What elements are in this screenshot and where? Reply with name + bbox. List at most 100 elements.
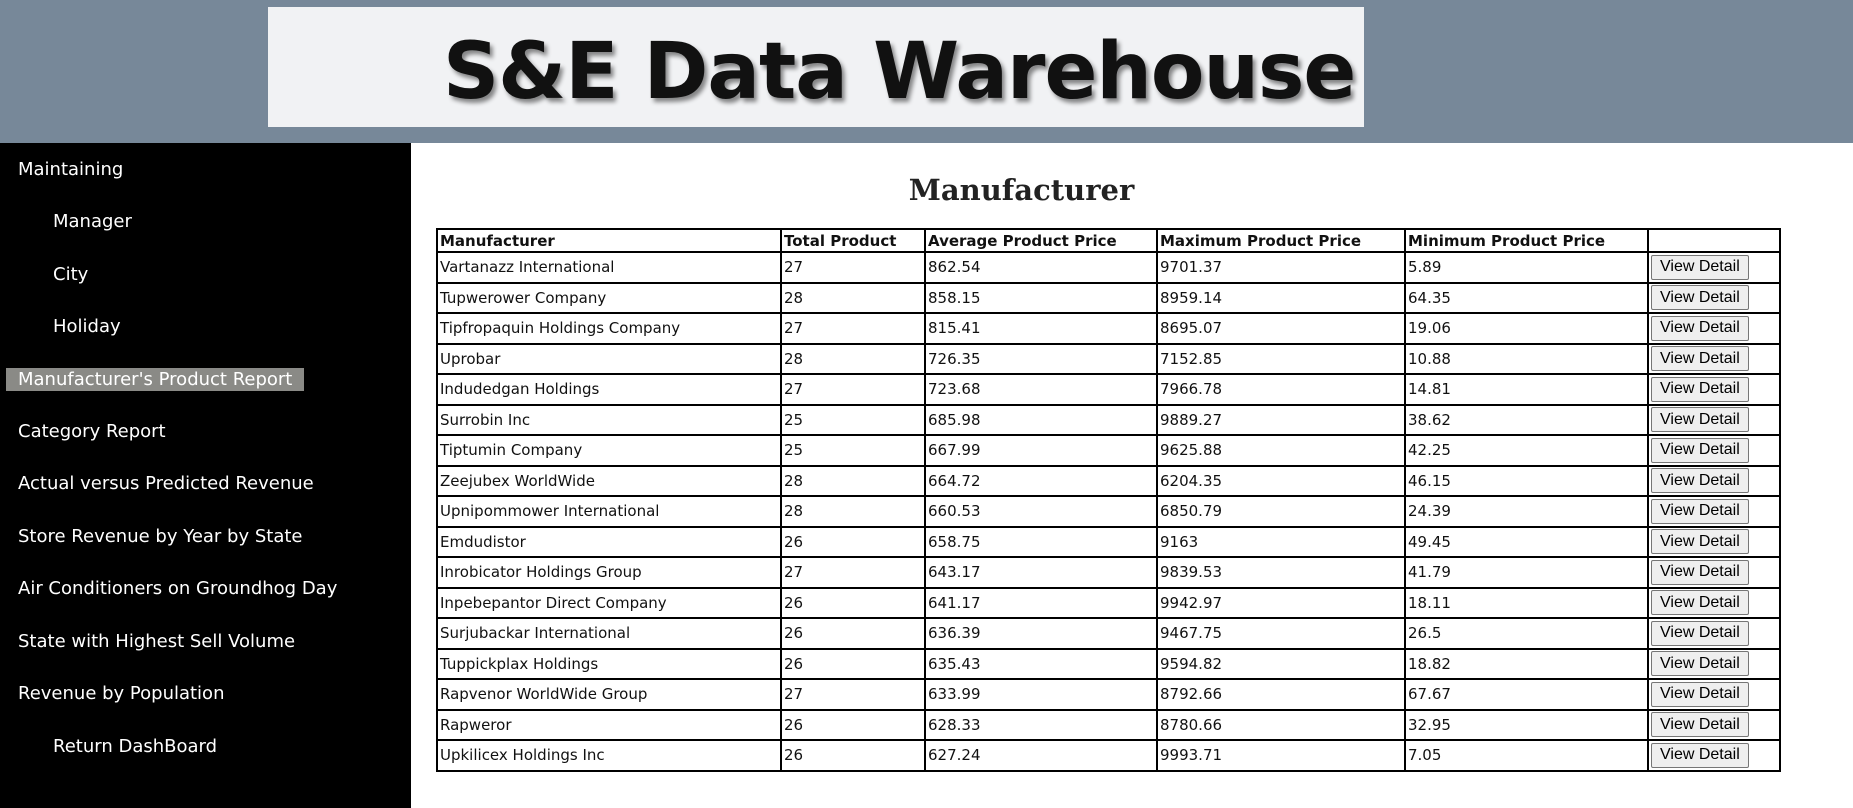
cell-average-price: 633.99	[924, 678, 1158, 711]
cell-total-product: 28	[780, 495, 926, 528]
sidebar-item-manager[interactable]: Manager	[53, 211, 132, 232]
sidebar-item-actual-vs-predicted-revenue[interactable]: Actual versus Predicted Revenue	[18, 473, 314, 494]
main-content: Manufacturer Manufacturer Total Product …	[411, 143, 1853, 808]
cell-minimum-price: 32.95	[1404, 708, 1649, 741]
sidebar-item-manufacturers-product-report[interactable]: Manufacturer's Product Report	[6, 368, 305, 391]
table-row: Upnipommower International 28 660.53 6850.7…	[436, 495, 1781, 528]
cell-minimum-price: 46.15	[1404, 464, 1649, 497]
manufacturer-table: Manufacturer Total Product Average Produ…	[436, 228, 1781, 772]
cell-minimum-price: 64.35	[1404, 281, 1649, 314]
table-row: Uprobar 28 726.35 7152.85 10.88 View Detail	[436, 342, 1781, 375]
view-detail-button[interactable]: View Detail	[1651, 285, 1749, 311]
cell-maximum-price: 6850.79	[1156, 495, 1406, 528]
cell-minimum-price: 41.79	[1404, 556, 1649, 589]
cell-actions: View Detail	[1647, 647, 1781, 680]
cell-actions: View Detail	[1647, 708, 1781, 741]
banner-title: S&E Data Warehouse	[443, 27, 1356, 117]
cell-minimum-price: 24.39	[1404, 495, 1649, 528]
table-header-row: Manufacturer Total Product Average Produ…	[436, 228, 1781, 253]
cell-total-product: 25	[780, 434, 926, 467]
view-detail-button[interactable]: View Detail	[1651, 437, 1749, 463]
cell-actions: View Detail	[1647, 373, 1781, 406]
sidebar-item-state-highest-sell-volume[interactable]: State with Highest Sell Volume	[18, 631, 296, 652]
cell-maximum-price: 9163	[1156, 525, 1406, 558]
cell-total-product: 25	[780, 403, 926, 436]
view-detail-button[interactable]: View Detail	[1651, 315, 1749, 341]
cell-maximum-price: 7966.78	[1156, 373, 1406, 406]
sidebar-item-revenue-by-population[interactable]: Revenue by Population	[18, 683, 225, 704]
cell-maximum-price: 9942.97	[1156, 586, 1406, 619]
view-detail-button[interactable]: View Detail	[1651, 651, 1749, 677]
cell-total-product: 28	[780, 464, 926, 497]
cell-average-price: 685.98	[924, 403, 1158, 436]
view-detail-button[interactable]: View Detail	[1651, 742, 1749, 768]
table-row: Inpebepantor Direct Company 26 641.17 9942.…	[436, 586, 1781, 619]
cell-actions: View Detail	[1647, 495, 1781, 528]
cell-maximum-price: 8959.14	[1156, 281, 1406, 314]
cell-total-product: 26	[780, 708, 926, 741]
cell-maximum-price: 6204.35	[1156, 464, 1406, 497]
cell-minimum-price: 18.82	[1404, 647, 1649, 680]
cell-total-product: 26	[780, 647, 926, 680]
cell-manufacturer: Rapweror	[436, 708, 782, 741]
cell-actions: View Detail	[1647, 342, 1781, 375]
table-row: Zeejubex WorldWide 28 664.72 6204.35 46.15 Vi…	[436, 464, 1781, 497]
view-detail-button[interactable]: View Detail	[1651, 529, 1749, 555]
cell-average-price: 627.24	[924, 739, 1158, 772]
cell-actions: View Detail	[1647, 434, 1781, 467]
table-row: Inrobicator Holdings Group 27 643.17 9839.5…	[436, 556, 1781, 589]
view-detail-button[interactable]: View Detail	[1651, 376, 1749, 402]
cell-manufacturer: Upnipommower International	[436, 495, 782, 528]
cell-average-price: 660.53	[924, 495, 1158, 528]
cell-minimum-price: 5.89	[1404, 251, 1649, 284]
cell-total-product: 27	[780, 373, 926, 406]
cell-maximum-price: 9839.53	[1156, 556, 1406, 589]
table-row: Rapvenor WorldWide Group 27 633.99 8792.66 6…	[436, 678, 1781, 711]
sidebar-item-city[interactable]: City	[53, 264, 89, 285]
cell-manufacturer: Zeejubex WorldWide	[436, 464, 782, 497]
cell-minimum-price: 26.5	[1404, 617, 1649, 650]
view-detail-button[interactable]: View Detail	[1651, 468, 1749, 494]
cell-minimum-price: 14.81	[1404, 373, 1649, 406]
cell-maximum-price: 9625.88	[1156, 434, 1406, 467]
cell-total-product: 26	[780, 617, 926, 650]
table-row: Vartanazz International 27 862.54 9701.37 5.…	[436, 251, 1781, 284]
view-detail-button[interactable]: View Detail	[1651, 559, 1749, 585]
view-detail-button[interactable]: View Detail	[1651, 620, 1749, 646]
table-row: Surrobin Inc 25 685.98 9889.27 38.62 View Det…	[436, 403, 1781, 436]
view-detail-button[interactable]: View Detail	[1651, 346, 1749, 372]
view-detail-button[interactable]: View Detail	[1651, 407, 1749, 433]
cell-total-product: 27	[780, 312, 926, 345]
table-row: Tiptumin Company 25 667.99 9625.88 42.25 View…	[436, 434, 1781, 467]
view-detail-button[interactable]: View Detail	[1651, 498, 1749, 524]
cell-total-product: 28	[780, 281, 926, 314]
cell-manufacturer: Surjubackar International	[436, 617, 782, 650]
sidebar-item-store-revenue-by-year-by-state[interactable]: Store Revenue by Year by State	[18, 526, 303, 547]
column-header-minimum-price: Minimum Product Price	[1404, 228, 1649, 253]
cell-minimum-price: 38.62	[1404, 403, 1649, 436]
cell-total-product: 26	[780, 586, 926, 619]
cell-average-price: 815.41	[924, 312, 1158, 345]
view-detail-button[interactable]: View Detail	[1651, 254, 1749, 280]
cell-average-price: 664.72	[924, 464, 1158, 497]
view-detail-button[interactable]: View Detail	[1651, 681, 1749, 707]
cell-maximum-price: 9993.71	[1156, 739, 1406, 772]
sidebar-item-holiday[interactable]: Holiday	[53, 316, 121, 337]
cell-minimum-price: 42.25	[1404, 434, 1649, 467]
cell-manufacturer: Emdudistor	[436, 525, 782, 558]
table-row: Emdudistor 26 658.75 9163 49.45 View Detail	[436, 525, 1781, 558]
sidebar-item-maintaining[interactable]: Maintaining	[18, 159, 124, 180]
view-detail-button[interactable]: View Detail	[1651, 590, 1749, 616]
page-title: Manufacturer	[908, 173, 1135, 207]
cell-average-price: 628.33	[924, 708, 1158, 741]
sidebar: Maintaining Manager City Holiday Manufac…	[0, 143, 411, 808]
view-detail-button[interactable]: View Detail	[1651, 712, 1749, 738]
sidebar-item-return-dashboard[interactable]: Return DashBoard	[53, 736, 218, 757]
table-row: Surjubackar International 26 636.39 9467.75…	[436, 617, 1781, 650]
cell-manufacturer: Tuppickplax Holdings	[436, 647, 782, 680]
cell-total-product: 27	[780, 556, 926, 589]
table-row: Tuppickplax Holdings 26 635.43 9594.82 18.82…	[436, 647, 1781, 680]
sidebar-item-air-conditioners-groundhog-day[interactable]: Air Conditioners on Groundhog Day	[18, 578, 338, 599]
banner: S&E Data Warehouse	[268, 7, 1364, 127]
sidebar-item-category-report[interactable]: Category Report	[18, 421, 166, 442]
